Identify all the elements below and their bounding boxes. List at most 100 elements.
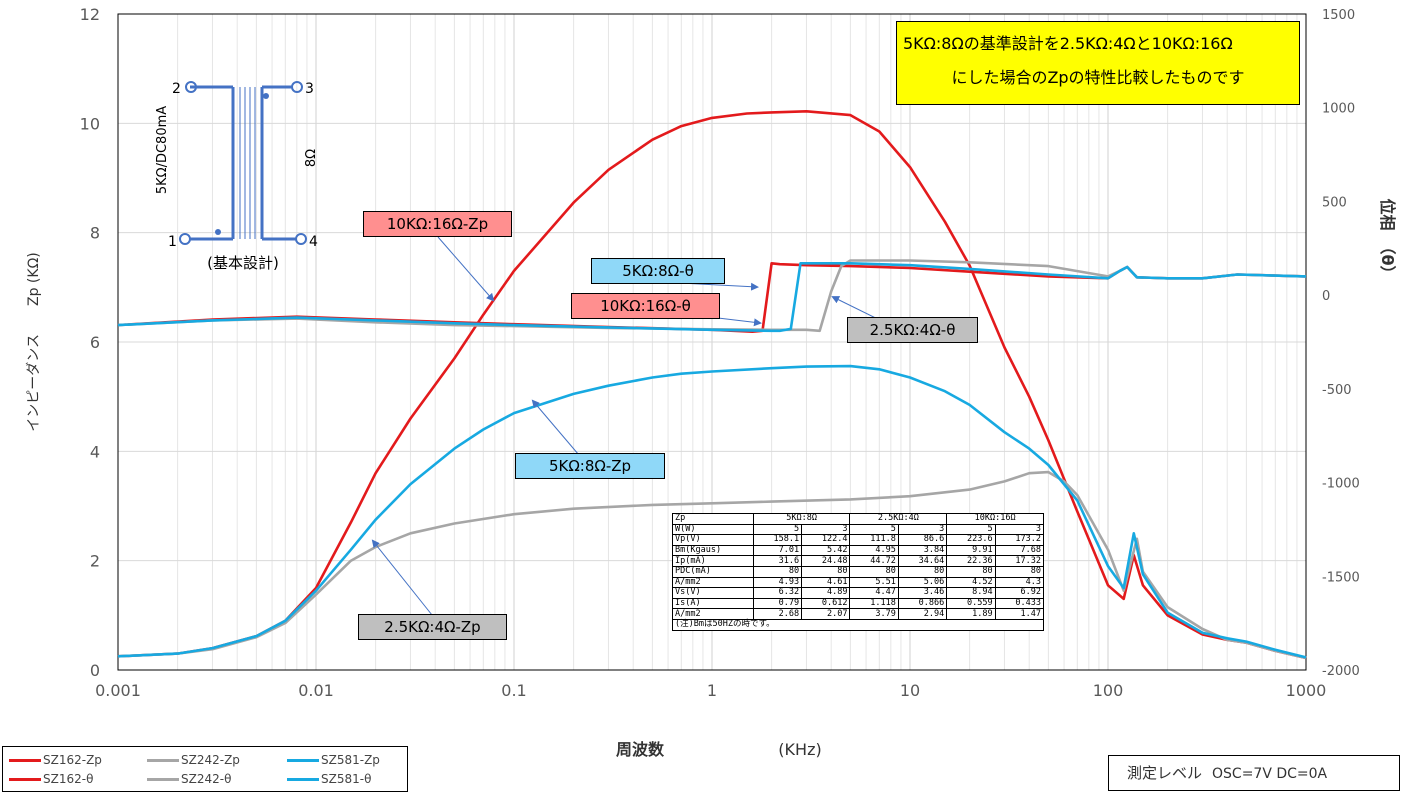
schematic-caption: (基本設計) (207, 254, 279, 272)
y-tick-label: 8 (90, 224, 100, 243)
table-header-cell: 2.5KΩ:4Ω (849, 513, 948, 525)
table-header-cell: Zp (672, 513, 754, 525)
legend-item-sz242-theta: SZ242-θ (147, 772, 231, 786)
table-cell: 80 (801, 565, 851, 578)
table-cell: 2.68 (752, 608, 803, 620)
table-cell: 3.79 (849, 608, 899, 620)
table-cell: Vs(V) (672, 587, 754, 599)
table-cell: 0.866 (897, 597, 948, 610)
y2-tick-label: -500 (1322, 383, 1352, 398)
table-cell: 7.68 (994, 544, 1045, 557)
table-cell: 111.8 (849, 534, 899, 546)
measurement-label: 測定レベル (1127, 764, 1203, 782)
table-header-cell: 5KΩ:8Ω (752, 513, 851, 525)
table-cell: W(W) (672, 523, 754, 536)
table-cell: 0.559 (946, 597, 996, 610)
callout-arrows (371, 236, 901, 616)
table-cell: 17.32 (994, 555, 1045, 567)
table-cell: 7.01 (752, 544, 803, 557)
table-cell: 4.3 (994, 576, 1045, 589)
y-tick-label: 12 (80, 5, 100, 24)
table-row: A/mm2 4.93 4.61 5.51 5.06 4.52 4.3 (672, 576, 1045, 589)
legend-item-sz581-zp: SZ581-Zp (287, 753, 380, 767)
table-cell: 0.612 (801, 597, 851, 610)
pin-4-label: 4 (309, 234, 318, 250)
primary-winding-label: 5KΩ/DC80mA (155, 106, 170, 194)
table-cell: 24.48 (801, 555, 851, 567)
x-tick-label: 0.01 (298, 681, 334, 700)
legend-label: SZ581-Zp (321, 753, 380, 767)
series-line-sz581-zp (117, 364, 1307, 659)
table-row: A/mm2 2.68 2.07 3.79 2.94 1.89 1.47 (672, 608, 1045, 620)
legend-swatch (9, 778, 41, 781)
legend-swatch (147, 759, 179, 762)
table-cell: 80 (946, 565, 996, 578)
x-axis-unit: (KHz) (778, 740, 821, 759)
table-cell: 34.64 (897, 555, 948, 567)
secondary-winding-label: 8Ω (304, 149, 319, 167)
table-cell: 223.6 (946, 534, 996, 546)
axis-ticks: 0.001 0.01 0.1 1 10 100 1000024681012-2000-150… (80, 5, 1360, 700)
legend: SZ162-Zp SZ242-Zp SZ581-Zp SZ162-θ SZ242… (2, 746, 408, 792)
table-footnote-row: (注)Bmは50HZの時です。 (672, 618, 1044, 631)
callout-arrow (371, 539, 433, 616)
table-row: W(W) 5 3 5 3 5 3 (672, 523, 1045, 536)
table-cell: Bm(Kgaus) (672, 544, 754, 557)
transformer-schematic (179, 81, 307, 245)
table-cell: 22.36 (946, 555, 996, 567)
table-cell: 3.84 (897, 544, 948, 557)
y2-tick-label: -1500 (1322, 570, 1360, 585)
table-cell: 80 (752, 565, 803, 578)
table-cell: 122.4 (801, 534, 851, 546)
series-group (117, 110, 1307, 660)
table-cell: A/mm2 (672, 576, 754, 589)
legend-item-sz242-zp: SZ242-Zp (147, 753, 240, 767)
series-line-sz162-zp (117, 110, 1307, 660)
note-line-2: にした場合のZpの特性比較したものです (951, 68, 1245, 87)
table-cell: Vp(V) (672, 534, 754, 546)
table-cell: 9.91 (946, 544, 996, 557)
callout-theta-10k: 10KΩ:16Ω-θ (571, 293, 720, 319)
table-cell: 1.89 (946, 608, 996, 620)
legend-label: SZ242-θ (181, 772, 232, 786)
table-cell: 0.433 (994, 597, 1045, 610)
table-cell: 80 (849, 565, 899, 578)
table-cell: 80 (994, 565, 1045, 578)
y-tick-label: 0 (90, 661, 100, 680)
table-cell: 5.06 (897, 576, 948, 589)
table-cell: 4.47 (849, 587, 899, 599)
y-tick-label: 10 (80, 114, 100, 133)
legend-label: SZ162-θ (43, 772, 94, 786)
table-row: Is(A) 0.79 0.612 1.118 0.866 0.559 0.433 (672, 597, 1045, 610)
table-row: PDC(mA) 80 80 80 80 80 80 (672, 565, 1045, 578)
x-tick-label: 10 (900, 681, 920, 700)
pin-1-label: 1 (168, 234, 177, 250)
x-tick-label: 0.001 (95, 681, 141, 700)
y2-tick-label: 0 (1322, 289, 1330, 304)
legend-label: SZ242-Zp (181, 753, 240, 767)
table-cell: 3 (801, 523, 851, 536)
y2-tick-label: 1000 (1322, 102, 1355, 117)
callout-arrow (437, 236, 495, 302)
table-cell: 158.1 (752, 534, 803, 546)
table-cell: 1.47 (994, 608, 1045, 620)
table-cell: 2.94 (897, 608, 948, 620)
x-axis-label: 周波数 (616, 740, 665, 759)
table-row: Vp(V) 158.1 122.4 111.8 86.6 223.6 173.2 (672, 534, 1045, 546)
legend-swatch (287, 759, 319, 762)
callout-zp-2k5: 2.5KΩ:4Ω-Zp (358, 614, 507, 640)
table-cell: 80 (897, 565, 948, 578)
table-cell: 4.95 (849, 544, 899, 557)
y-tick-label: 6 (90, 333, 100, 352)
y-tick-label: 2 (90, 552, 100, 571)
x-tick-label: 1 (707, 681, 717, 700)
table-cell: PDC(mA) (672, 565, 754, 578)
legend-item-sz581-theta: SZ581-θ (287, 772, 371, 786)
table-cell: 8.94 (946, 587, 996, 599)
legend-swatch (147, 778, 179, 781)
table-cell: 6.92 (994, 587, 1045, 599)
table-header-row: Zp 5KΩ:8Ω 2.5KΩ:4Ω 10KΩ:16Ω (672, 513, 1044, 525)
legend-item-sz162-zp: SZ162-Zp (9, 753, 102, 767)
callout-theta-2k5: 2.5KΩ:4Ω-θ (847, 317, 978, 343)
